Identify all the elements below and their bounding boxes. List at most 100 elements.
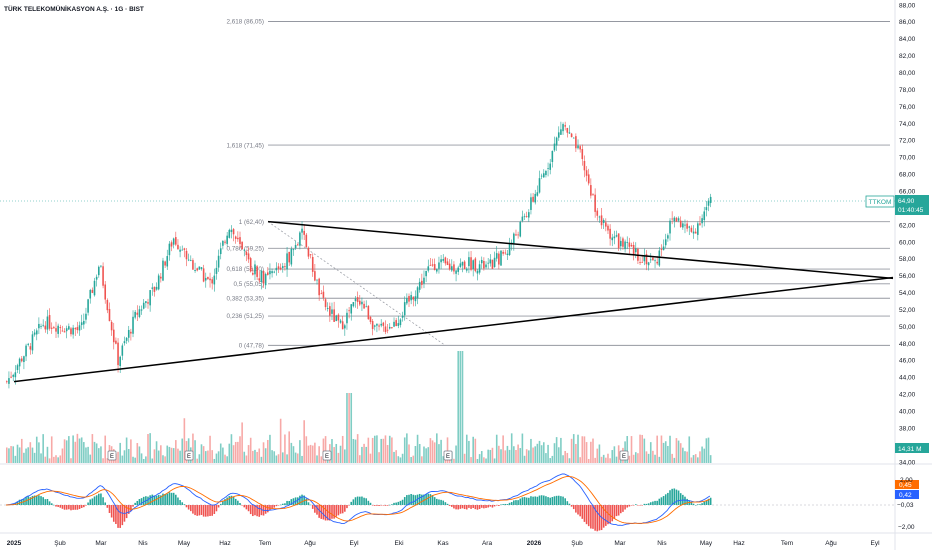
volume-bar [485,458,487,463]
candle-body [414,296,417,302]
macd-histogram-bar [577,505,579,515]
macd-histogram-bar [264,505,267,514]
candle-body [125,337,128,341]
macd-pane[interactable] [0,473,895,532]
fibonacci-levels[interactable]: 2,618 (86,05) 1,618 (71,45) 1 (62,40) 0,786… [227,19,890,350]
fib-label: 0 (47,78) [239,343,264,350]
candle-body [703,211,706,221]
macd-histogram-bar [376,505,378,506]
candle-body [613,236,616,239]
time-label: 2026 [527,540,542,547]
trendlines[interactable] [13,220,894,383]
earnings-label: E [622,454,626,460]
macd-histogram-bar [491,505,494,508]
macd-histogram-bar [401,499,404,505]
volume-bar [634,452,637,463]
candle-body [183,248,186,250]
macd-histogram-bar [647,503,650,505]
candle-body [172,238,175,245]
candle-body [127,329,130,338]
candle-body [579,146,581,150]
time-label: Nis [657,540,667,547]
macd-histogram-bar [76,505,79,510]
candle-body [628,242,631,247]
candle-body [307,247,310,257]
volume-bar [314,442,316,463]
candle-body [632,245,635,255]
candle-body [699,223,701,225]
macd-histogram-bar [196,505,199,516]
candle-body [157,275,160,290]
macd-histogram-bar [634,504,637,505]
macd-histogram-bar [149,495,151,505]
volume-bar [339,445,342,463]
candle-body [590,185,592,196]
macd-histogram-bar [692,503,695,505]
volume-bar [320,456,323,463]
candle-body [611,237,614,241]
candle-body [446,261,449,265]
candle-body [209,278,211,281]
macd-histogram-bar [562,496,564,505]
candle-body [234,236,237,239]
candle-body [624,241,626,250]
candle-body [575,136,577,149]
macd-badges: 0,45 0,42 −0,03 2,00 −2,00 [895,477,919,531]
candle-body [463,261,466,269]
macd-histogram-bar [410,494,412,505]
candle-body [160,276,162,279]
time-label: Ara [482,540,493,547]
macd-histogram-bar [301,494,303,505]
macd-histogram-bar [613,505,616,519]
candle-body [570,133,573,138]
candle-body [401,315,404,318]
candle-body [269,270,271,275]
volume-bar [493,458,496,463]
candle-body [6,381,8,383]
volume-bar [117,451,119,463]
macd-histogram-bar [506,504,509,505]
candle-body [448,263,451,270]
candle-body [262,271,265,284]
macd-histogram-bar [166,493,169,505]
candle-body [705,207,708,211]
macd-histogram-bar [100,493,102,505]
volume-bar [68,436,70,463]
candle-body [382,322,385,326]
volume-bar [528,450,530,463]
candle-body [598,216,601,218]
macd-line [5,473,711,526]
macd-histogram-bar [249,505,252,515]
volume-badge: 14,31 M [895,443,929,453]
price-candles[interactable] [6,121,712,389]
time-axis[interactable]: 2025 Şub Mar Nis May Haz Tem Ağu Eyl Eki Kas Ara 202… [7,540,880,547]
candle-body [322,291,325,298]
candle-body [540,175,543,177]
fib-label: 0,236 (51,25) [227,313,264,320]
macd-histogram-bar [239,502,241,505]
candle-body [602,219,605,223]
candle-body [53,327,55,329]
volume-bar [555,437,558,463]
volume-bar [202,446,205,463]
macd-histogram-bar [699,504,701,505]
macd-histogram-bar [450,505,453,507]
volume-bar [85,447,87,463]
macd-histogram-bar [350,501,353,505]
candle-body [656,261,658,264]
candle-body [138,309,141,318]
candle-body [29,346,32,350]
volume-bar [386,445,389,463]
macd-histogram-bar [572,505,575,510]
volume-bar [709,455,712,463]
candle-body [305,234,308,248]
macd-histogram-bar [322,505,325,520]
candle-body [256,266,258,277]
volume-bar [305,436,308,463]
volume-bar [566,452,569,463]
macd-histogram-bar [645,503,648,505]
volume-bar [170,447,173,463]
candle-body [406,298,408,304]
volume-bar [504,450,507,463]
